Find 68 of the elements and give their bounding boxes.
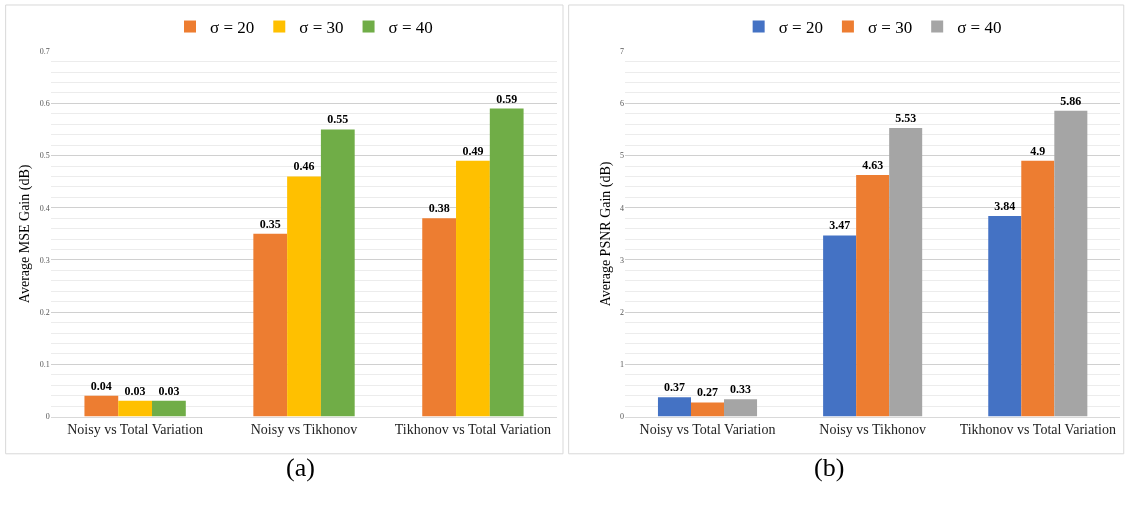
bar <box>118 400 153 417</box>
y-tick-label: 0.4 <box>39 203 50 213</box>
x-tick-label: Noisy vs Tikhonov <box>250 422 358 438</box>
legend-label: σ = 40 <box>388 18 433 38</box>
data-label: 3.47 <box>829 218 851 233</box>
legend-label: σ = 30 <box>867 18 913 38</box>
data-label: 4.63 <box>862 157 884 172</box>
data-label: 5.53 <box>895 110 917 125</box>
bar <box>1021 160 1055 417</box>
data-label: 0.46 <box>293 159 315 174</box>
y-tick-label: 3 <box>619 255 624 265</box>
legend-label: σ = 30 <box>299 18 344 38</box>
data-label: 0.27 <box>697 385 719 400</box>
y-tick-label: 0 <box>45 412 50 422</box>
bar <box>856 174 890 417</box>
y-axis-title: Average MSE Gain (dB) <box>17 164 34 304</box>
data-label: 0.35 <box>259 216 281 231</box>
data-label: 0.03 <box>158 383 180 398</box>
legend-label: σ = 20 <box>210 18 255 38</box>
bar <box>1054 110 1088 417</box>
bar <box>320 129 355 417</box>
data-label: 4.9 <box>1030 143 1046 158</box>
text: (a) <box>286 453 315 482</box>
y-axis-title: Average PSNR Gain (dB) <box>597 161 614 307</box>
data-label: 0.59 <box>496 91 518 106</box>
bar <box>152 400 186 417</box>
bar <box>889 127 923 417</box>
x-tick-label: Noisy vs Total Variation <box>67 422 204 438</box>
bar <box>823 235 857 417</box>
bar <box>690 402 725 417</box>
text: (b) <box>814 453 845 482</box>
y-tick-label: 0.1 <box>39 360 50 370</box>
y-tick-label: 0 <box>619 412 624 422</box>
legend-label: σ = 40 <box>957 18 1002 38</box>
data-label: 3.84 <box>994 199 1016 214</box>
x-tick-label: Tikhonov vs Total Variation <box>959 422 1116 438</box>
y-tick-label: 2 <box>619 307 624 317</box>
bar <box>253 233 288 417</box>
bar <box>988 216 1022 417</box>
y-tick-label: 5 <box>619 151 624 161</box>
data-label: 0.38 <box>428 201 450 216</box>
data-label: 0.55 <box>327 112 349 127</box>
bar <box>724 399 758 417</box>
y-tick-label: 1 <box>619 360 624 370</box>
y-tick-label: 4 <box>619 203 624 213</box>
y-tick-label: 0.5 <box>39 151 50 161</box>
bar <box>657 397 691 417</box>
bar <box>422 218 457 417</box>
y-tick-label: 0.7 <box>39 47 50 57</box>
x-tick-label: Noisy vs Total Variation <box>639 422 776 438</box>
y-tick-label: 0.2 <box>39 307 50 317</box>
data-label: 0.04 <box>90 378 112 393</box>
y-tick-label: 0.6 <box>39 99 50 109</box>
y-tick-label: 7 <box>619 47 624 57</box>
data-label: 0.37 <box>663 380 685 395</box>
y-tick-label: 6 <box>619 99 624 109</box>
data-label: 0.03 <box>124 383 146 398</box>
bar <box>287 176 321 417</box>
legend-label: σ = 20 <box>778 18 823 38</box>
data-label: 0.33 <box>730 382 752 397</box>
data-label: 0.49 <box>462 143 484 158</box>
bar <box>84 395 119 417</box>
x-tick-label: Tikhonov vs Total Variation <box>394 422 552 438</box>
x-tick-label: Noisy vs Tikhonov <box>819 422 926 438</box>
data-label: 5.86 <box>1060 93 1082 108</box>
bar <box>456 160 490 417</box>
bar <box>489 108 524 417</box>
y-tick-label: 0.3 <box>39 255 50 265</box>
